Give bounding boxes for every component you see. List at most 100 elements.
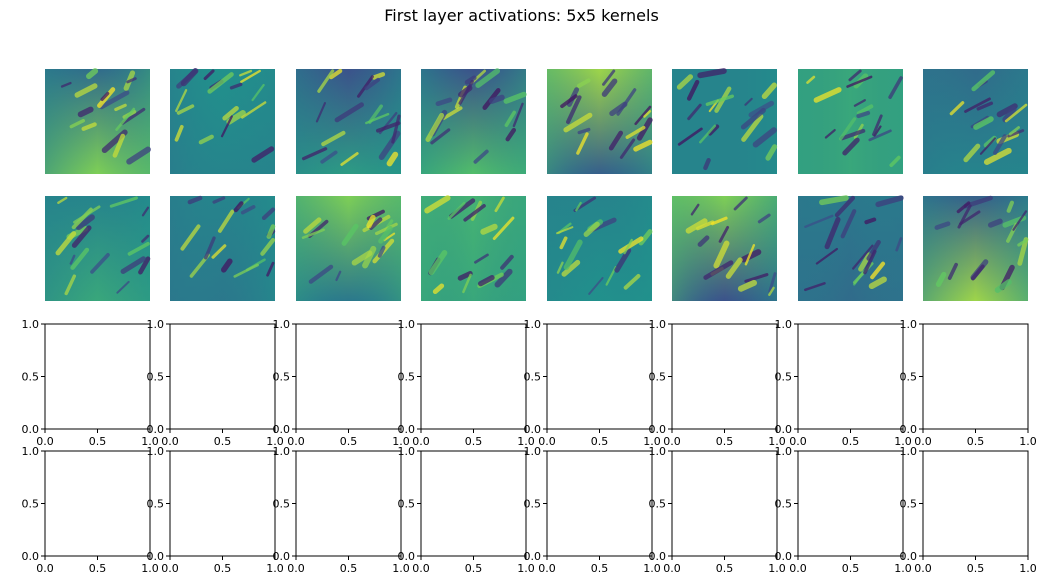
x-tick-label: 0.5 [89, 562, 107, 575]
empty-axes-r3-c1: 0.0 0.5 1.0 0.0 0.5 1.0 [147, 445, 284, 575]
texture-stroke [971, 264, 985, 281]
x-tick-label: 0.0 [663, 435, 681, 448]
y-tick-label: 1.0 [775, 445, 793, 458]
empty-axes-r2-c4: 0.0 0.5 1.0 0.0 0.5 1.0 [524, 318, 661, 448]
texture-stroke [852, 244, 874, 270]
empty-axes-r3-c6: 0.0 0.5 1.0 0.0 0.5 1.0 [775, 445, 912, 575]
x-tick-label: 0.0 [161, 562, 179, 575]
texture-stroke [109, 196, 138, 208]
texture-stroke [221, 258, 233, 273]
x-tick-label: 1.0 [643, 562, 661, 575]
texture-stroke [116, 280, 130, 294]
axes-frame [546, 323, 653, 430]
texture-stroke [430, 128, 451, 145]
x-tick-label: 1.0 [517, 435, 535, 448]
x-tick-label: 0.5 [967, 562, 985, 575]
texture-stroke [71, 225, 92, 248]
texture-stroke [77, 106, 94, 118]
texture-stroke [220, 115, 233, 138]
x-tick-label: 0.0 [287, 562, 305, 575]
y-tick-label: 0.5 [147, 498, 165, 511]
texture-stroke [308, 264, 334, 284]
texture-stroke [432, 283, 445, 295]
x-tick-label: 1.0 [1019, 435, 1037, 448]
texture-stroke [713, 240, 730, 269]
texture-stroke [842, 137, 860, 156]
activation-panel-5 [547, 69, 653, 174]
texture-stroke [761, 82, 777, 100]
y-tick-label: 0.0 [524, 550, 542, 563]
texture-stroke [718, 225, 730, 243]
texture-stroke [633, 139, 653, 152]
axes-frame [44, 323, 151, 430]
y-tick-label: 1.0 [22, 318, 40, 331]
y-tick-label: 1.0 [649, 318, 667, 331]
axes-frame [295, 450, 402, 557]
texture-stroke [141, 234, 150, 243]
x-tick-label: 1.0 [894, 435, 912, 448]
texture-stroke [895, 237, 903, 252]
texture-stroke [441, 106, 463, 120]
texture-stroke [983, 147, 1012, 165]
texture-stroke [643, 110, 652, 118]
y-tick-label: 0.5 [524, 371, 542, 384]
texture-stroke [351, 250, 373, 266]
activation-panel-8 [923, 69, 1028, 174]
panels-layer: 0.00.51.00.0 0.5 1.00.00.51.00.0 0.5 1.00.00… [22, 68, 1037, 575]
axes-frame [169, 450, 276, 557]
x-tick-label: 1.0 [894, 562, 912, 575]
texture-stroke [708, 124, 720, 136]
activation-panel-9 [45, 196, 151, 301]
texture-stroke [625, 125, 646, 139]
texture-stroke [856, 110, 871, 119]
y-tick-label: 0.0 [273, 423, 291, 436]
y-tick-label: 0.5 [775, 498, 793, 511]
texture-stroke [964, 97, 991, 113]
texture-stroke [251, 83, 265, 102]
texture-stroke [559, 236, 568, 250]
y-tick-label: 0.5 [900, 498, 918, 511]
texture-stroke [474, 253, 489, 264]
texture-stroke [475, 68, 501, 88]
texture-stroke [320, 150, 338, 164]
y-tick-label: 1.0 [900, 318, 918, 331]
texture-stroke [979, 137, 997, 155]
y-tick-label: 1.0 [775, 318, 793, 331]
x-tick-label: 0.5 [340, 562, 358, 575]
empty-axes-r2-c0: 0.0 0.5 1.0 0.0 0.5 1.0 [22, 318, 159, 448]
x-tick-label: 0.0 [36, 562, 54, 575]
texture-stroke [619, 138, 636, 159]
empty-axes-r2-c6: 0.0 0.5 1.0 0.0 0.5 1.0 [775, 318, 912, 448]
activation-panel-16 [923, 195, 1029, 301]
texture-stroke [364, 77, 380, 91]
empty-axes-r3-c4: 0.0 0.5 1.0 0.0 0.5 1.0 [524, 445, 661, 575]
texture-stroke [868, 276, 887, 290]
x-tick-label: 1.0 [768, 435, 786, 448]
texture-stroke [75, 214, 95, 231]
y-tick-label: 1.0 [273, 445, 291, 458]
axes-frame [420, 450, 527, 557]
texture-stroke [703, 260, 734, 280]
texture-stroke [478, 275, 495, 287]
texture-stroke [175, 89, 188, 113]
activation-panel-10 [170, 195, 276, 301]
texture-stroke [710, 216, 728, 226]
texture-stroke [260, 237, 276, 256]
texture-stroke [737, 279, 757, 292]
y-tick-label: 0.5 [900, 371, 918, 384]
texture-stroke [973, 116, 994, 130]
axes-frame [922, 323, 1029, 430]
y-tick-label: 1.0 [649, 445, 667, 458]
y-tick-label: 1.0 [147, 318, 165, 331]
x-tick-label: 0.0 [663, 562, 681, 575]
texture-stroke [203, 236, 216, 260]
texture-stroke [127, 241, 150, 256]
texture-stroke [768, 272, 777, 293]
x-tick-label: 1.0 [1019, 562, 1037, 575]
texture-stroke [824, 216, 841, 250]
texture-stroke [315, 102, 327, 123]
texture-stroke [368, 104, 383, 124]
y-tick-label: 0.5 [398, 371, 416, 384]
texture-stroke [317, 69, 335, 93]
